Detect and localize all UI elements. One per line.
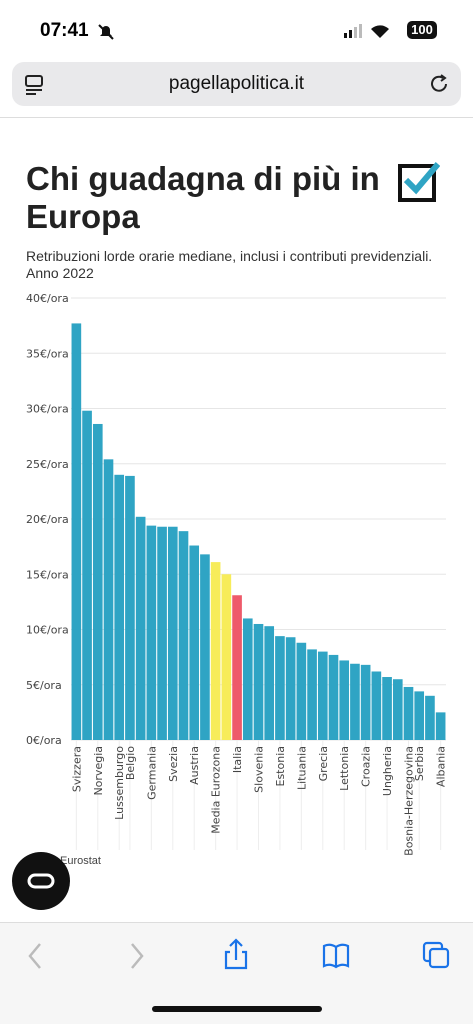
bar	[307, 649, 317, 740]
x-tick-label: Lettonia	[338, 746, 351, 791]
bar	[125, 475, 135, 740]
bar	[425, 695, 435, 740]
x-tick-label: Serbia	[413, 746, 426, 781]
bookmarks[interactable]	[322, 943, 350, 969]
source: Eurostat	[60, 855, 101, 867]
x-tick-label: Albania	[435, 746, 448, 787]
x-tick-label: Svezia	[167, 746, 180, 782]
divider	[0, 117, 473, 118]
bar	[92, 423, 103, 740]
bar	[296, 642, 307, 740]
x-tick-label: Croazia	[360, 746, 373, 787]
bar	[435, 712, 446, 740]
x-tick-label: Grecia	[317, 746, 330, 781]
bar	[82, 410, 92, 740]
y-tick-label: 35€/ora	[26, 347, 69, 360]
y-tick-label: 15€/ora	[26, 568, 69, 581]
bar	[242, 618, 253, 740]
y-tick-label: 0€/ora	[26, 734, 62, 747]
bar	[392, 679, 403, 740]
bar	[382, 677, 392, 740]
bar	[210, 562, 221, 740]
bar	[253, 623, 264, 740]
bar	[221, 574, 232, 740]
x-tick-label: Germania	[145, 746, 158, 800]
article-title: Chi guadagna di più in Europa	[26, 160, 380, 235]
mute-icon	[98, 24, 114, 40]
bar	[275, 636, 285, 740]
tabs[interactable]	[422, 941, 450, 969]
y-tick-label: 5€/ora	[26, 679, 62, 692]
x-tick-label: Svizzera	[70, 746, 83, 792]
bar	[414, 691, 425, 740]
address-bar[interactable]	[12, 62, 461, 106]
bar	[285, 637, 296, 740]
x-tick-label: Bosnia-Herzegovina	[403, 746, 416, 856]
signal-wifi	[344, 24, 389, 38]
y-tick-label: 30€/ora	[26, 403, 69, 416]
y-tick-label: 25€/ora	[26, 458, 69, 471]
bar	[200, 554, 210, 740]
bar	[157, 526, 167, 740]
x-tick-label: Lussemburgo	[113, 746, 126, 820]
x-tick-label: Lituania	[295, 746, 308, 790]
bar	[403, 686, 414, 740]
accessibility-button[interactable]	[12, 852, 70, 910]
x-tick-label: Belgio	[124, 746, 137, 780]
y-tick-label: 10€/ora	[26, 624, 69, 637]
y-tick-label: 20€/ora	[26, 513, 69, 526]
home-indicator	[152, 1006, 322, 1012]
bar	[328, 654, 339, 740]
bar	[317, 651, 328, 740]
battery: 100	[407, 21, 437, 39]
back[interactable]	[28, 943, 41, 969]
bar	[103, 459, 114, 740]
x-tick-label: Ungheria	[381, 746, 394, 796]
bar	[167, 526, 178, 740]
bar	[146, 525, 157, 740]
bar	[360, 664, 371, 740]
x-tick-label: Norvegia	[92, 746, 105, 796]
bar	[339, 660, 350, 740]
x-tick-label: Austria	[188, 746, 201, 785]
share[interactable]	[224, 938, 248, 970]
logo	[398, 162, 440, 202]
url[interactable]: pagellapolitica.it	[168, 73, 305, 94]
x-tick-label: Slovenia	[253, 746, 266, 793]
reload-icon[interactable]	[428, 72, 452, 96]
bar	[178, 531, 189, 740]
x-tick-label: Media Eurozona	[210, 746, 223, 834]
bar	[371, 671, 382, 740]
bar	[114, 474, 125, 740]
bar	[232, 595, 242, 740]
bar	[71, 323, 82, 740]
chart: 0€/ora 5€/ora 10€/ora 15€/ora 20€/ora 25€/ora…	[26, 292, 448, 856]
status-time: 07:41	[40, 20, 89, 41]
bar	[264, 626, 275, 740]
toolbar-icons	[28, 938, 450, 1012]
bar	[350, 663, 360, 740]
x-tick-label: Italia	[231, 746, 244, 773]
accessibility-icon[interactable]	[12, 852, 70, 910]
bar	[189, 545, 200, 740]
article-subtitle: Retribuzioni lorde orarie mediane, inclu…	[26, 248, 433, 281]
y-tick-label: 40€/ora	[26, 292, 69, 305]
x-tick-label: Estonia	[274, 746, 287, 787]
bar	[135, 516, 146, 740]
forward[interactable]	[131, 943, 144, 969]
reader-icon[interactable]	[24, 73, 48, 97]
